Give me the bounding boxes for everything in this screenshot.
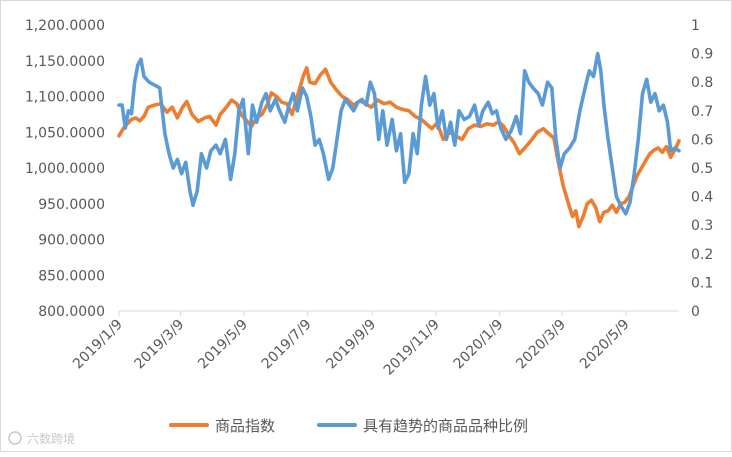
series-line-commodity-index — [117, 66, 681, 229]
x-tick-label: 2020/1/9 — [451, 317, 507, 373]
y-right-tick-label: 0.1 — [691, 275, 713, 291]
x-tick-label: 2019/7/9 — [259, 317, 315, 373]
y-right-tick-label: 0.2 — [691, 247, 713, 263]
y-right-tick-label: 0.6 — [691, 132, 713, 148]
watermark-logo-icon — [8, 431, 22, 445]
y-left-tick-label: 1,150.0000 — [25, 54, 105, 70]
watermark-text: 六数跨境 — [27, 431, 75, 446]
y-left-tick-label: 950.0000 — [38, 197, 105, 213]
y-left-tick-label: 1,200.0000 — [25, 18, 105, 34]
y-right-tick-label: 0.3 — [691, 218, 713, 234]
x-tick-label: 2019/5/9 — [195, 317, 251, 373]
x-tick-label: 2019/1/9 — [70, 317, 126, 373]
y-left-tick-label: 1,050.0000 — [25, 125, 105, 141]
y-left-tick-label: 850.0000 — [38, 268, 105, 284]
y-right-tick-label: 0.4 — [691, 190, 713, 206]
legend: 商品指数 具有趋势的商品品种比例 — [169, 417, 528, 435]
y-right-tick-label: 0.5 — [691, 161, 713, 177]
y-left-tick-label: 1,100.0000 — [25, 90, 105, 106]
legend-label-commodity-index: 商品指数 — [215, 417, 275, 435]
x-tick-label: 2020/5/9 — [577, 317, 633, 373]
x-tick-label: 2019/9/9 — [323, 317, 379, 373]
y-right-tick-label: 0.9 — [691, 47, 713, 63]
y-right-tick-label: 0.7 — [691, 104, 713, 120]
y-right-tick-label: 0 — [691, 304, 700, 320]
y-right-tick-label: 0.8 — [691, 75, 713, 91]
y-left-tick-label: 800.0000 — [38, 304, 105, 320]
x-tick-label: 2019/3/9 — [132, 317, 188, 373]
series-line-trend-ratio — [117, 51, 681, 216]
axes: 800.0000 850.0000 900.0000 950.0000 1,000.00… — [25, 18, 714, 379]
y-right-tick-label: 1 — [691, 18, 700, 34]
watermark: 六数跨境 — [8, 431, 75, 446]
x-tick-label: 2020/3/9 — [513, 317, 569, 373]
x-tick-label: 2019/11/9 — [381, 317, 443, 379]
y-left-tick-label: 900.0000 — [38, 233, 105, 249]
series-group — [117, 51, 681, 229]
y-left-tick-label: 1,000.0000 — [25, 161, 105, 177]
legend-label-trend-ratio: 具有趋势的商品品种比例 — [363, 417, 528, 435]
